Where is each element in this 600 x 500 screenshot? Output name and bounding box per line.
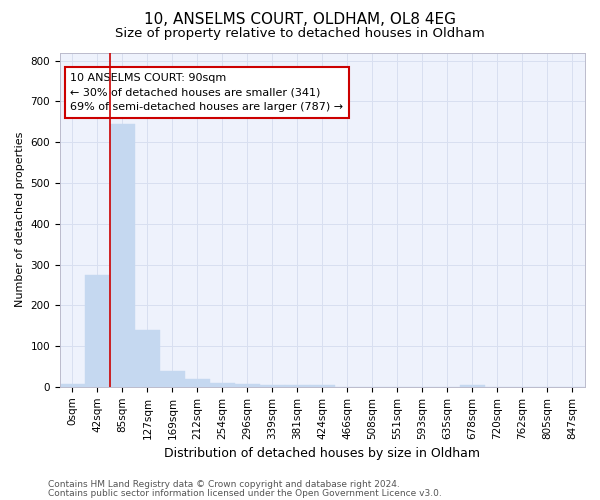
Text: Size of property relative to detached houses in Oldham: Size of property relative to detached ho…	[115, 28, 485, 40]
Bar	[85, 274, 110, 387]
X-axis label: Distribution of detached houses by size in Oldham: Distribution of detached houses by size …	[164, 447, 481, 460]
Bar	[135, 330, 160, 387]
Bar	[310, 385, 335, 387]
Y-axis label: Number of detached properties: Number of detached properties	[15, 132, 25, 308]
Bar	[285, 385, 310, 387]
Text: Contains HM Land Registry data © Crown copyright and database right 2024.: Contains HM Land Registry data © Crown c…	[48, 480, 400, 489]
Text: Contains public sector information licensed under the Open Government Licence v3: Contains public sector information licen…	[48, 488, 442, 498]
Bar	[210, 382, 235, 387]
Bar	[160, 372, 185, 387]
Bar	[60, 384, 85, 387]
Bar	[110, 124, 135, 387]
Text: 10, ANSELMS COURT, OLDHAM, OL8 4EG: 10, ANSELMS COURT, OLDHAM, OL8 4EG	[144, 12, 456, 28]
Bar	[235, 384, 260, 387]
Bar	[460, 385, 485, 387]
Bar	[260, 385, 285, 387]
Text: 10 ANSELMS COURT: 90sqm
← 30% of detached houses are smaller (341)
69% of semi-d: 10 ANSELMS COURT: 90sqm ← 30% of detache…	[70, 72, 344, 112]
Bar	[185, 380, 210, 387]
